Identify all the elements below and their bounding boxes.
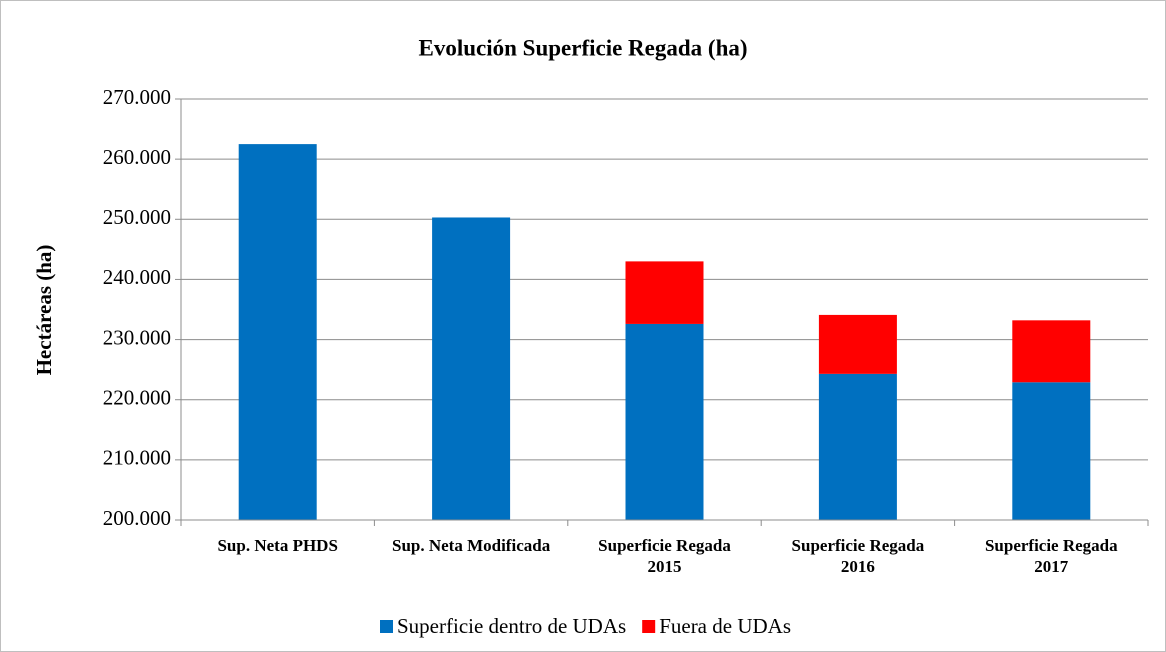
x-tick-label: Superficie Regada 2017: [984, 536, 1118, 576]
y-tick-label: 220.000: [103, 386, 171, 410]
x-tick-label: Superficie Regada 2015: [598, 536, 731, 576]
bar-segment: [818, 373, 897, 520]
legend-label: Superficie dentro de UDAs: [397, 614, 626, 638]
bar-segment: [625, 323, 704, 520]
bar-segment: [238, 144, 317, 520]
x-tick-label: Sup. Neta Modificada: [391, 536, 551, 555]
x-tick-label: Superficie Regada 2016: [791, 536, 925, 576]
y-tick-label: 230.000: [103, 325, 171, 349]
y-tick-label: 270.000: [103, 85, 171, 109]
legend-swatch: [642, 620, 656, 633]
y-tick-label: 260.000: [103, 145, 171, 169]
bar-segment: [625, 261, 704, 324]
y-axis-label: Hectáreas (ha): [32, 245, 56, 376]
legend-swatch: [380, 620, 393, 633]
y-tick-label: 200.000: [103, 506, 171, 530]
bar-segment: [1012, 382, 1091, 520]
bar-segment: [432, 217, 511, 520]
y-tick-label: 210.000: [103, 446, 171, 470]
bar-segment: [818, 314, 897, 374]
x-tick-label: Sup. Neta PHDS: [217, 536, 338, 555]
y-tick-label: 250.000: [103, 205, 171, 229]
bar-segment: [1012, 320, 1091, 383]
chart-title: Evolución Superficie Regada (ha): [418, 35, 747, 60]
legend-label: Fuera de UDAs: [659, 614, 791, 638]
y-tick-label: 240.000: [103, 265, 171, 289]
